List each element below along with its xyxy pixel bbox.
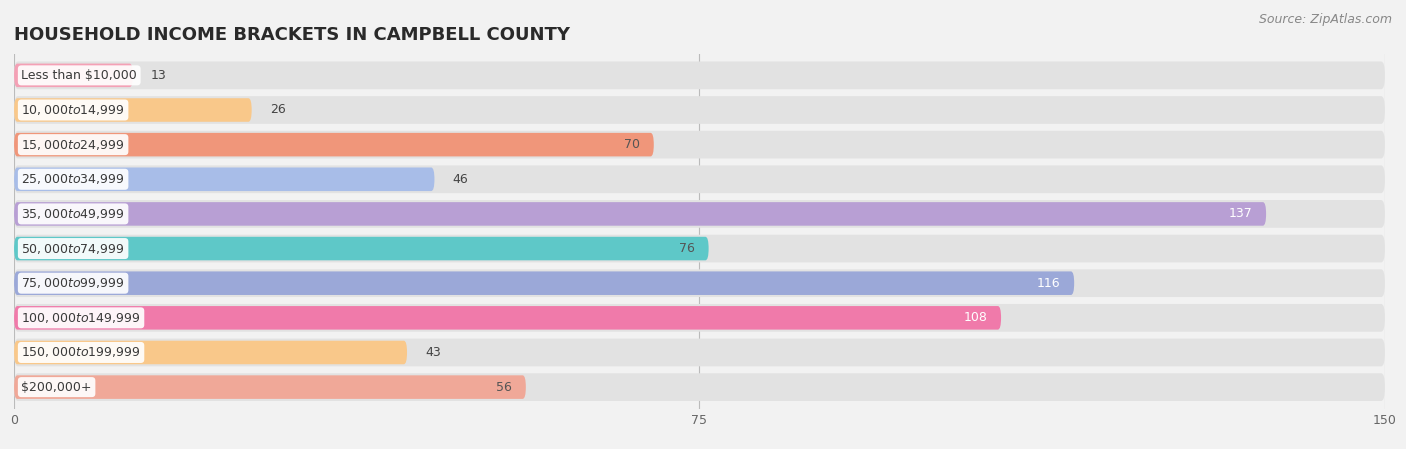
Text: 26: 26	[270, 104, 285, 116]
Text: $150,000 to $199,999: $150,000 to $199,999	[21, 345, 141, 360]
FancyBboxPatch shape	[14, 167, 434, 191]
Text: Source: ZipAtlas.com: Source: ZipAtlas.com	[1258, 13, 1392, 26]
Text: 108: 108	[963, 311, 987, 324]
Text: 13: 13	[152, 69, 167, 82]
Text: $200,000+: $200,000+	[21, 381, 91, 394]
Text: $10,000 to $14,999: $10,000 to $14,999	[21, 103, 125, 117]
FancyBboxPatch shape	[14, 165, 1385, 193]
Text: $25,000 to $34,999: $25,000 to $34,999	[21, 172, 125, 186]
Text: 56: 56	[496, 381, 512, 394]
Text: 70: 70	[624, 138, 640, 151]
FancyBboxPatch shape	[14, 306, 1001, 330]
Text: 76: 76	[679, 242, 695, 255]
Text: 116: 116	[1036, 277, 1060, 290]
FancyBboxPatch shape	[14, 339, 1385, 366]
FancyBboxPatch shape	[14, 62, 1385, 89]
FancyBboxPatch shape	[14, 341, 408, 364]
FancyBboxPatch shape	[14, 202, 1267, 226]
FancyBboxPatch shape	[14, 200, 1385, 228]
FancyBboxPatch shape	[14, 131, 1385, 158]
Text: 46: 46	[453, 173, 468, 186]
FancyBboxPatch shape	[14, 373, 1385, 401]
Text: $50,000 to $74,999: $50,000 to $74,999	[21, 242, 125, 255]
Text: 43: 43	[426, 346, 441, 359]
FancyBboxPatch shape	[14, 304, 1385, 332]
FancyBboxPatch shape	[14, 237, 709, 260]
Text: HOUSEHOLD INCOME BRACKETS IN CAMPBELL COUNTY: HOUSEHOLD INCOME BRACKETS IN CAMPBELL CO…	[14, 26, 569, 44]
FancyBboxPatch shape	[14, 271, 1074, 295]
FancyBboxPatch shape	[14, 96, 1385, 124]
Text: $100,000 to $149,999: $100,000 to $149,999	[21, 311, 141, 325]
Text: $35,000 to $49,999: $35,000 to $49,999	[21, 207, 125, 221]
Text: $15,000 to $24,999: $15,000 to $24,999	[21, 138, 125, 152]
FancyBboxPatch shape	[14, 375, 526, 399]
Text: 137: 137	[1229, 207, 1253, 220]
FancyBboxPatch shape	[14, 269, 1385, 297]
Text: Less than $10,000: Less than $10,000	[21, 69, 138, 82]
FancyBboxPatch shape	[14, 133, 654, 156]
FancyBboxPatch shape	[14, 64, 134, 87]
Text: $75,000 to $99,999: $75,000 to $99,999	[21, 276, 125, 290]
FancyBboxPatch shape	[14, 98, 252, 122]
FancyBboxPatch shape	[14, 235, 1385, 262]
